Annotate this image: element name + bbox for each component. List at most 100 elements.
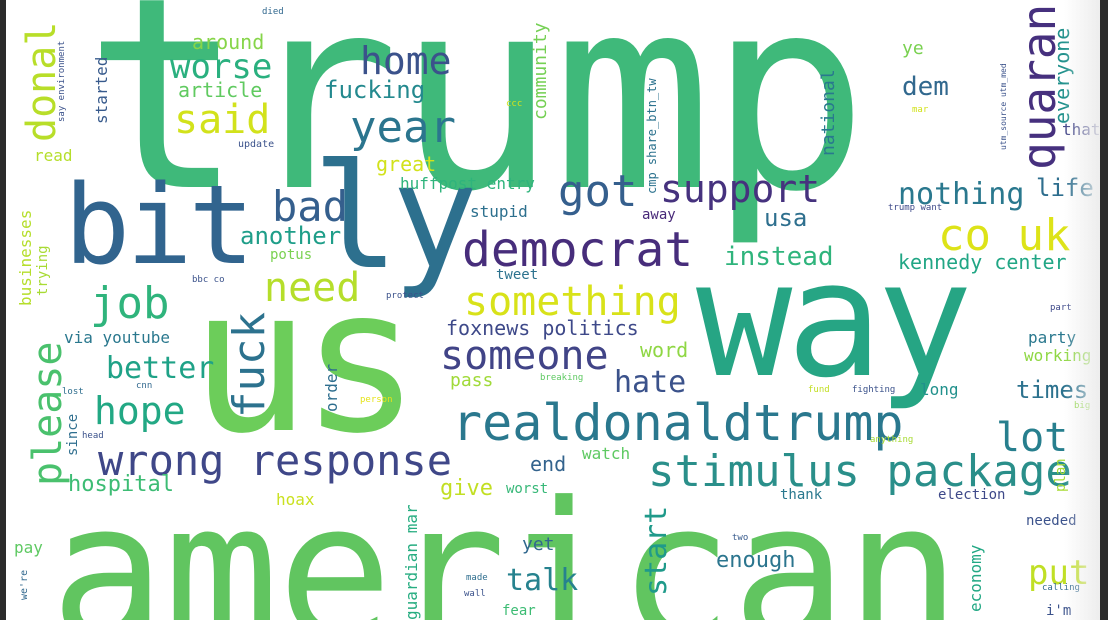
word-via-youtube: via youtube xyxy=(64,328,170,347)
word-worst: worst xyxy=(506,481,549,497)
word-hoax: hoax xyxy=(276,490,315,509)
word-lost: lost xyxy=(62,387,84,397)
word-co-uk: co uk xyxy=(938,210,1071,261)
word-trying: trying xyxy=(35,245,51,296)
word-businesses: businesses xyxy=(16,209,35,306)
word-stupid: stupid xyxy=(470,202,528,221)
word-fund: fund xyxy=(808,385,830,395)
word-wrong-response: wrong response xyxy=(98,436,453,485)
word-trump: trump xyxy=(84,0,869,250)
word-life: life xyxy=(1036,174,1094,202)
word-economy: economy xyxy=(966,544,985,612)
word-trump-want: trump want xyxy=(888,203,943,213)
word-another: another xyxy=(240,222,342,250)
word-guardian-mar: guardian mar xyxy=(402,504,421,620)
word-lot: lot xyxy=(996,415,1069,461)
word-update: update xyxy=(238,139,275,150)
word-died: died xyxy=(262,7,284,17)
word-start: start xyxy=(639,505,674,596)
word-way: way xyxy=(696,226,973,413)
word-please-rotated: please xyxy=(25,341,71,487)
word-home: home xyxy=(360,39,452,83)
word-need: need xyxy=(264,265,361,311)
word-community: community xyxy=(530,22,551,120)
word-national: national xyxy=(818,69,839,156)
word-ccc: ccc xyxy=(506,99,523,109)
word-head: head xyxy=(82,431,104,441)
word-enough: enough xyxy=(716,548,796,573)
word-big: big xyxy=(1074,401,1091,411)
word-hospital: hospital xyxy=(68,472,174,497)
word-protect: protect xyxy=(386,291,424,301)
word-cnn: cnn xyxy=(136,381,153,391)
word-job: job xyxy=(90,278,170,329)
word-someone: someone xyxy=(440,333,609,379)
word-ye: ye xyxy=(902,38,924,59)
word-times: times xyxy=(1016,376,1089,404)
word-realdonaldtrump: realdonaldtrump xyxy=(452,394,904,452)
word-said: said xyxy=(174,97,271,143)
word-great: great xyxy=(376,152,437,176)
word-that: that xyxy=(1062,120,1100,139)
word-thank: thank xyxy=(780,487,823,503)
word-away: away xyxy=(642,207,676,223)
word-stimulus-package: stimulus package xyxy=(648,446,1072,497)
word-huffpost-entry: huffpost entry xyxy=(400,174,535,193)
word-say-environment: say environment xyxy=(57,40,67,122)
word-instead: instead xyxy=(724,242,834,272)
word-wall: wall xyxy=(464,589,486,599)
word-better: better xyxy=(106,351,215,386)
word-foxnews-politics: foxnews politics xyxy=(446,316,639,340)
word-democrat: democrat xyxy=(462,222,694,278)
word-article: article xyxy=(178,78,263,102)
word-since: since xyxy=(65,413,81,456)
word-person: person xyxy=(360,395,393,405)
word-part: part xyxy=(1050,303,1072,313)
word-donal: donal xyxy=(19,21,65,142)
word-kennedy-center: kennedy center xyxy=(898,250,1067,274)
word-hope: hope xyxy=(94,389,186,433)
word-bbc-co: bbc co xyxy=(192,275,225,285)
word-election: election xyxy=(938,487,1006,503)
word-bad: bad xyxy=(272,182,348,231)
word-cmp-share: cmp share_btn_tw xyxy=(645,78,659,194)
word-working: working xyxy=(1024,346,1092,365)
word-order: order xyxy=(322,363,341,412)
word-two: two xyxy=(732,533,749,543)
word-needed: needed xyxy=(1026,513,1077,529)
word-anything: anything xyxy=(870,435,914,445)
word-everyone: everyone xyxy=(1050,27,1074,124)
word-talk: talk xyxy=(506,563,579,598)
word-support: support xyxy=(660,167,821,211)
word-started: started xyxy=(92,56,111,124)
word-fear: fear xyxy=(502,603,536,619)
word-bit: bit xyxy=(64,161,255,289)
word-us: us xyxy=(190,245,421,478)
word-american: american xyxy=(50,462,961,620)
word-mar: mar xyxy=(912,105,929,115)
word-fighting: fighting xyxy=(852,385,896,395)
word-plan: plan xyxy=(1053,458,1069,492)
word-yet: yet xyxy=(522,534,555,555)
word-ly: ly xyxy=(312,133,479,302)
word-tweet: tweet xyxy=(496,267,539,283)
word-made: made xyxy=(466,573,488,583)
word-breaking: breaking xyxy=(540,373,584,383)
word-end: end xyxy=(530,452,567,476)
word-cloud: trump american us way bit ly realdonaldt… xyxy=(6,0,1100,620)
word-word: word xyxy=(640,338,689,362)
word-pass: pass xyxy=(450,370,494,391)
word-party: party xyxy=(1028,328,1077,347)
word-around: around xyxy=(192,30,265,54)
word-im: i'm xyxy=(1046,603,1072,619)
word-worse: worse xyxy=(170,47,273,87)
word-give: give xyxy=(440,476,493,501)
word-potus: potus xyxy=(270,247,313,263)
word-hate: hate xyxy=(614,365,687,400)
word-usa: usa xyxy=(764,204,808,232)
word-watch: watch xyxy=(582,444,631,463)
word-got: got xyxy=(558,166,638,217)
word-calling: calling xyxy=(1042,583,1080,593)
word-utm-source: utm_source utm_med xyxy=(999,63,1008,150)
word-long: long xyxy=(920,380,959,399)
